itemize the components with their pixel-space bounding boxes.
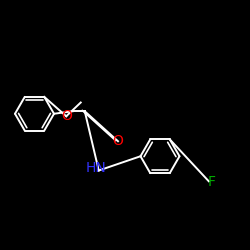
Text: HN: HN: [86, 161, 106, 175]
Text: O: O: [112, 134, 124, 148]
Text: O: O: [61, 109, 72, 123]
Text: F: F: [207, 176, 215, 190]
